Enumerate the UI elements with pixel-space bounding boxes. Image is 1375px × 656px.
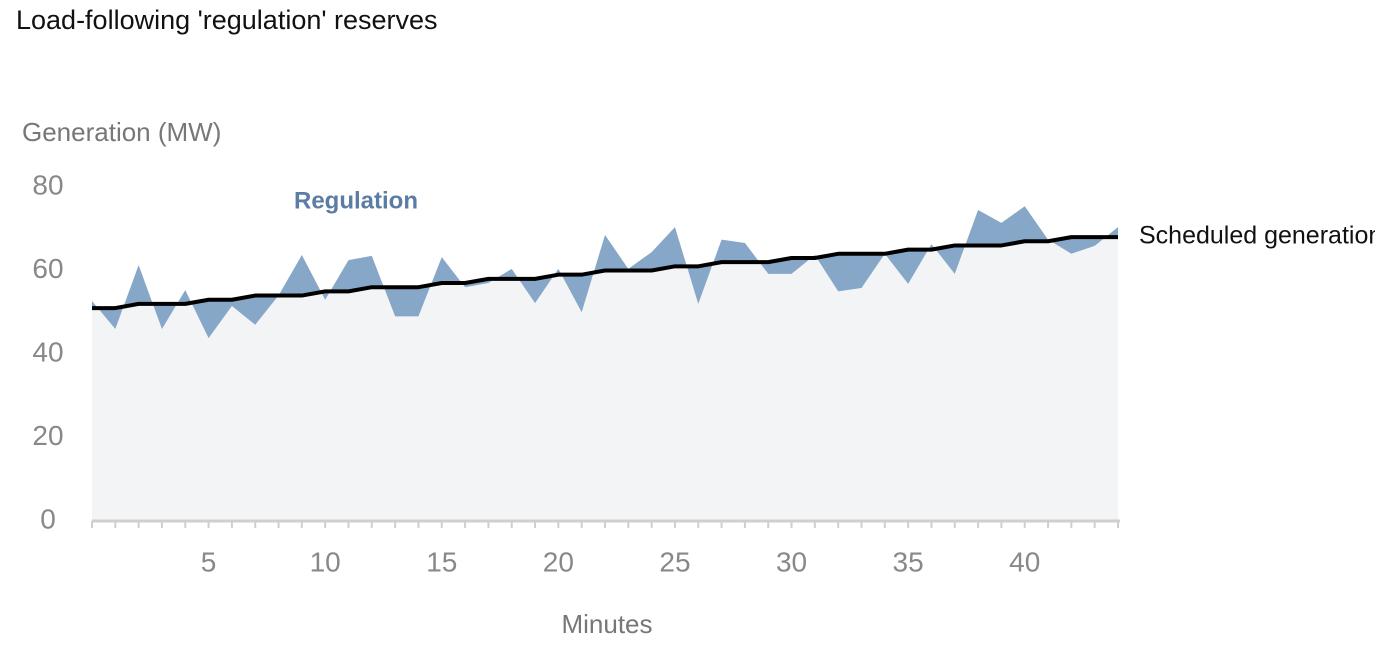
x-tick-label: 25: [659, 546, 690, 577]
y-axis-label: Generation (MW): [22, 117, 221, 147]
scheduled-line: [92, 235, 1118, 311]
regulation-band: [92, 206, 1118, 339]
x-axis-label: Minutes: [561, 609, 652, 639]
x-tick-label: 20: [543, 546, 574, 577]
legend-label: Regulation: [294, 187, 418, 214]
y-tick-label: 80: [32, 169, 63, 200]
y-tick-label: 20: [32, 420, 63, 451]
x-tick-label: 30: [776, 546, 807, 577]
x-tick-label: 5: [201, 546, 217, 577]
x-tick-label: 40: [1009, 546, 1040, 577]
y-tick-label: 0: [40, 503, 56, 534]
x-tick-label: 15: [426, 546, 457, 577]
x-tick-label: 35: [893, 546, 924, 577]
legend-label: Scheduled generation: [1139, 222, 1375, 250]
chart-title: Load-following 'regulation' reserves: [16, 5, 438, 35]
x-tick-label: 10: [310, 546, 341, 577]
y-tick-label: 40: [32, 336, 63, 367]
y-tick-label: 60: [32, 253, 63, 284]
